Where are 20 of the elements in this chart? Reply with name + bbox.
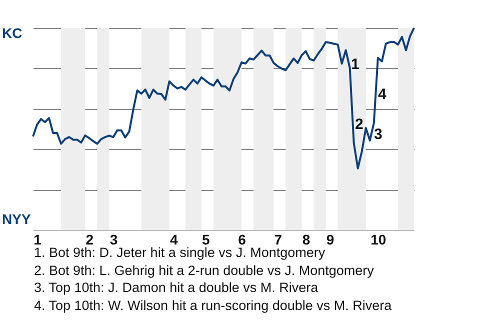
text: KC [2,25,22,41]
x-tick-label: 10 [370,232,386,248]
annotation: 1 [351,56,360,73]
annotation: 4 [378,86,386,103]
text: 4. Top 10th: W. Wilson hit a run-scoring double vs M. Rivera [34,296,392,314]
x-tick-label: 1 [34,232,42,248]
text: 3. Top 10th: J. Damon hit a double vs M. Rivera [34,279,320,296]
x-tick-label: 2 [86,232,94,248]
text: 1. Bot 9th: D. Jeter hit a single vs J. Montgomery [34,245,326,260]
annotation: 3 [374,126,382,143]
x-tick-label: 7 [274,232,282,248]
x-tick-label: 8 [302,232,310,248]
x-tick-label: 4 [170,232,178,248]
annotation: 2 [355,116,364,133]
x-tick-label: 9 [326,232,334,248]
text: NYY [2,211,31,227]
text: 2. Bot 9th: L. Gehrig hit a 2-run double vs J. Montgomery [34,262,375,279]
x-tick-label: 6 [238,232,246,248]
x-tick-label: 5 [202,232,210,248]
x-tick-label: 3 [110,232,118,248]
